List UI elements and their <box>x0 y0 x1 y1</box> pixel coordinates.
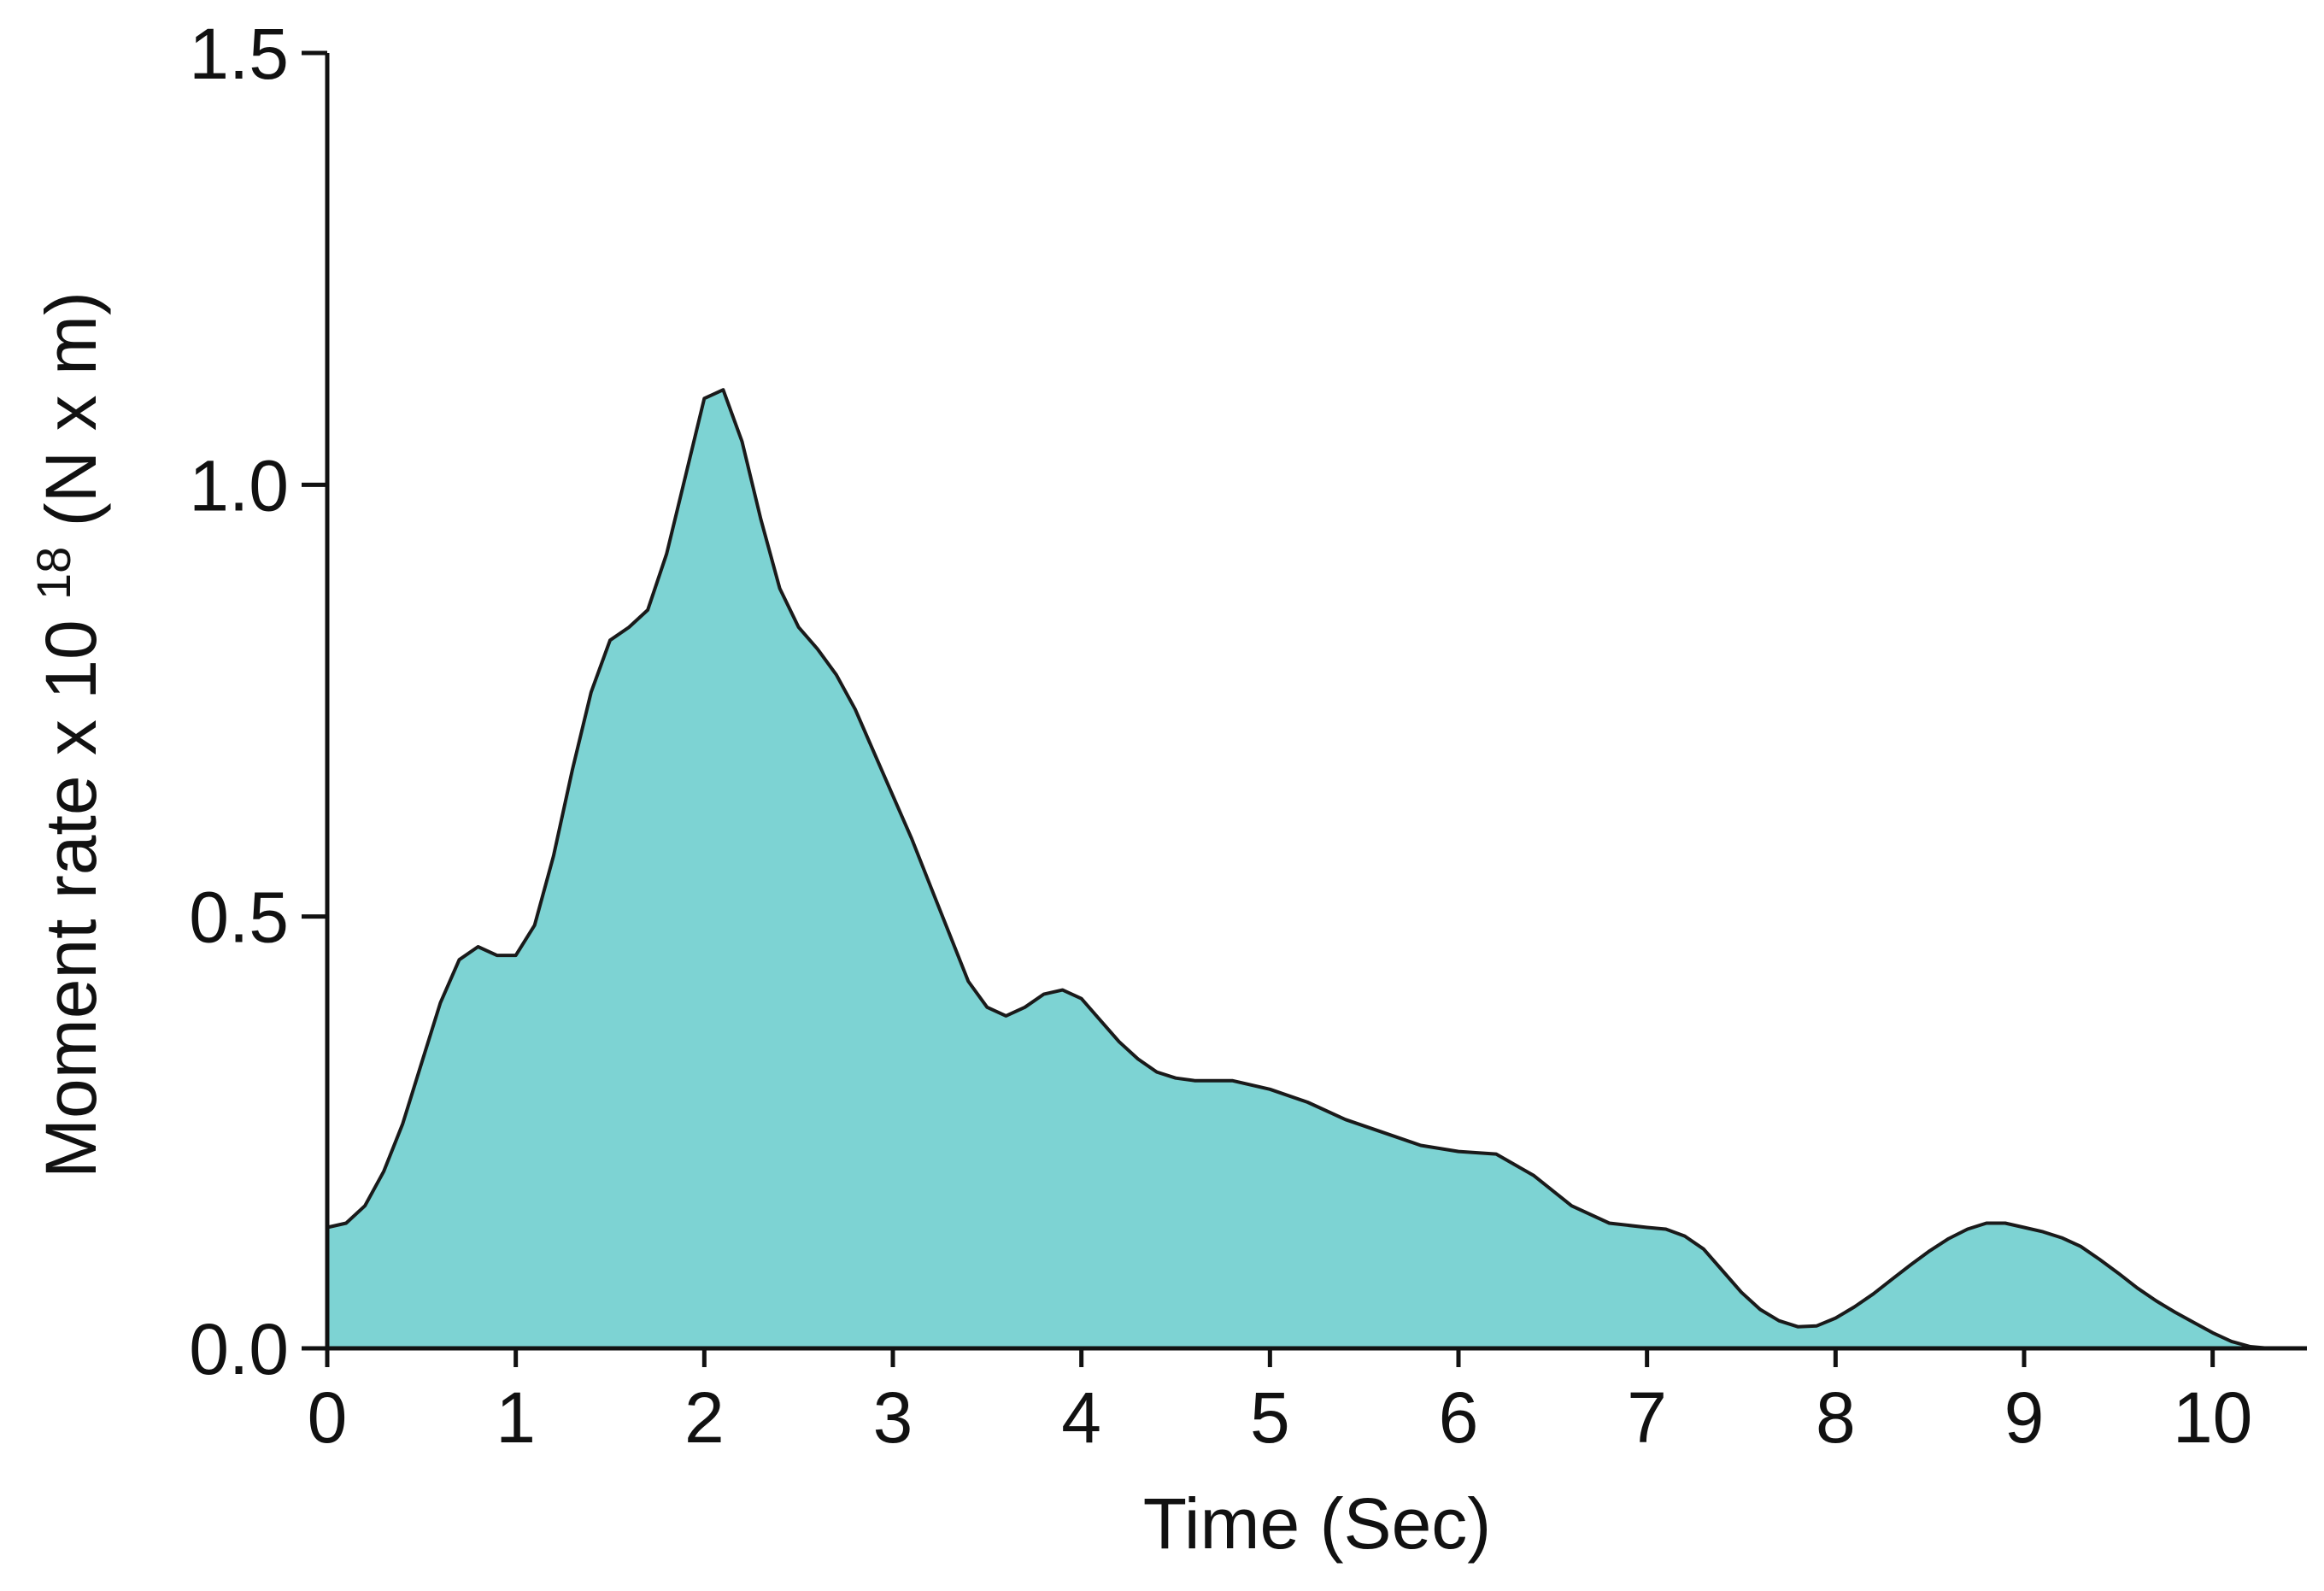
moment-rate-area <box>327 390 2269 1349</box>
x-tick-label: 1 <box>496 1377 536 1458</box>
x-tick-label: 8 <box>1816 1377 1856 1458</box>
y-axis-title-exponent: 18 <box>26 547 80 600</box>
y-tick-label: 1.5 <box>189 14 289 94</box>
y-axis-title-suffix: (N x m) <box>31 291 111 526</box>
x-tick-label: 9 <box>2004 1377 2045 1458</box>
moment-rate-line <box>326 388 2270 1350</box>
y-axis-title-prefix: Moment rate x 10 <box>31 619 111 1178</box>
x-axis-ticks: 0 1 2 3 4 5 6 7 8 9 10 <box>308 1348 2252 1458</box>
y-tick-label: 0.5 <box>189 878 289 958</box>
y-axis-title: Moment rate x 10 18 (N x m) <box>5 291 111 1178</box>
x-tick-label: 7 <box>1627 1377 1667 1458</box>
x-tick-label: 5 <box>1250 1377 1290 1458</box>
x-tick-label: 0 <box>308 1377 348 1458</box>
y-tick-label: 1.0 <box>189 445 289 525</box>
plot-area <box>326 388 2270 1350</box>
y-axis-ticks: 0.0 0.5 1.0 1.5 <box>189 14 327 1389</box>
y-tick-label: 0.0 <box>189 1309 289 1389</box>
x-tick-label: 10 <box>2173 1377 2252 1458</box>
x-tick-label: 2 <box>684 1377 725 1458</box>
x-tick-label: 3 <box>873 1377 913 1458</box>
x-tick-label: 6 <box>1439 1377 1479 1458</box>
x-axis-title: Time (Sec) <box>1143 1483 1492 1564</box>
x-tick-label: 4 <box>1061 1377 1101 1458</box>
